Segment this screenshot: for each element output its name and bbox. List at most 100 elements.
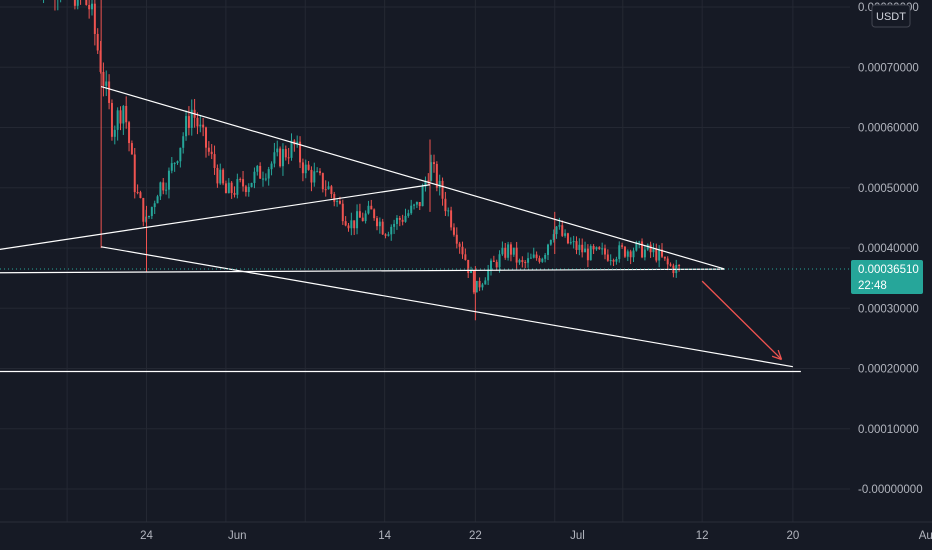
candle bbox=[358, 203, 361, 218]
y-tick-label: 0.00040000 bbox=[858, 243, 919, 255]
candle bbox=[119, 106, 122, 131]
candle bbox=[669, 262, 672, 267]
candle bbox=[304, 159, 307, 179]
candle bbox=[156, 194, 159, 204]
candle bbox=[575, 236, 578, 255]
candle bbox=[564, 229, 567, 238]
candle bbox=[196, 112, 199, 135]
candle bbox=[484, 277, 487, 285]
candle bbox=[504, 242, 507, 260]
candle bbox=[387, 231, 390, 237]
y-tick-label: 0.00030000 bbox=[858, 303, 919, 315]
candle bbox=[626, 249, 629, 261]
candle bbox=[190, 99, 193, 136]
y-tick-label: 0.00070000 bbox=[858, 62, 919, 74]
candle bbox=[415, 201, 418, 208]
candle bbox=[99, 41, 102, 74]
candle bbox=[487, 264, 490, 285]
candle bbox=[139, 190, 142, 199]
candle bbox=[54, 0, 56, 11]
candle bbox=[666, 256, 669, 271]
candle bbox=[293, 139, 296, 152]
currency-badge[interactable]: USDT bbox=[871, 4, 911, 28]
candle bbox=[105, 70, 108, 97]
candle bbox=[376, 216, 378, 231]
candle bbox=[350, 212, 353, 236]
candle bbox=[80, 0, 82, 5]
candle bbox=[222, 168, 225, 186]
candle bbox=[507, 241, 510, 261]
trend-line-upper-descending[interactable] bbox=[100, 85, 726, 270]
candle bbox=[481, 282, 484, 291]
candle bbox=[93, 0, 96, 46]
candle bbox=[609, 254, 612, 266]
candle bbox=[199, 114, 202, 133]
candle bbox=[233, 186, 236, 198]
candle bbox=[242, 171, 245, 192]
candle bbox=[418, 201, 421, 210]
candle bbox=[150, 206, 153, 220]
candle bbox=[73, 0, 76, 10]
currency-label: USDT bbox=[876, 11, 906, 23]
candle bbox=[532, 247, 535, 259]
candle bbox=[153, 200, 156, 214]
current-price-badge: 0.00036510 22:48 bbox=[851, 260, 923, 295]
candles bbox=[40, 0, 681, 321]
candle bbox=[478, 277, 481, 292]
y-tick-label: 0.00060000 bbox=[858, 123, 919, 135]
candle bbox=[347, 223, 350, 232]
candle bbox=[452, 223, 455, 237]
candle bbox=[649, 241, 652, 258]
candle bbox=[444, 191, 447, 217]
candle bbox=[632, 247, 635, 263]
trend-line-rising[interactable] bbox=[0, 184, 431, 265]
candle bbox=[566, 232, 569, 245]
candle bbox=[185, 110, 188, 141]
candle bbox=[592, 244, 595, 255]
candle bbox=[76, 0, 79, 10]
x-tick-label: 24 bbox=[140, 530, 153, 542]
candle bbox=[569, 237, 572, 245]
candle bbox=[102, 62, 105, 97]
candle bbox=[589, 244, 592, 261]
candle bbox=[276, 140, 279, 157]
trend-line-horizontal-base[interactable] bbox=[0, 268, 725, 274]
candle bbox=[455, 227, 458, 249]
candle bbox=[535, 251, 538, 261]
candle bbox=[606, 249, 609, 262]
candle bbox=[256, 164, 259, 176]
candle bbox=[202, 118, 205, 137]
candle bbox=[586, 244, 589, 268]
candle-countdown-label: 22:48 bbox=[858, 280, 887, 292]
candle bbox=[413, 203, 416, 210]
candle bbox=[552, 229, 555, 243]
projection-arrow[interactable] bbox=[701, 280, 783, 361]
candle bbox=[595, 246, 598, 251]
candle bbox=[364, 210, 367, 224]
candle bbox=[447, 207, 450, 217]
x-tick-label: 14 bbox=[378, 530, 391, 542]
candle bbox=[629, 249, 632, 265]
candle bbox=[498, 250, 501, 273]
candle bbox=[270, 161, 273, 176]
candle bbox=[310, 166, 313, 192]
trend-line-lower-descending[interactable] bbox=[101, 246, 793, 368]
candle bbox=[133, 148, 136, 199]
candle bbox=[307, 160, 310, 171]
candle bbox=[128, 120, 131, 152]
candle bbox=[558, 217, 561, 230]
candle bbox=[643, 244, 646, 261]
candle bbox=[130, 140, 133, 155]
candle bbox=[176, 160, 179, 165]
candle bbox=[509, 242, 512, 262]
candle bbox=[544, 252, 547, 263]
y-tick-label: 0.00050000 bbox=[858, 183, 919, 195]
candle bbox=[475, 280, 478, 293]
candle bbox=[179, 147, 182, 168]
time-axis[interactable]: 1024Jun1422Jul1220Aug bbox=[0, 521, 932, 542]
candle bbox=[598, 246, 601, 250]
x-tick-label: Aug bbox=[919, 530, 932, 542]
candle bbox=[381, 218, 384, 236]
candle bbox=[210, 144, 213, 160]
